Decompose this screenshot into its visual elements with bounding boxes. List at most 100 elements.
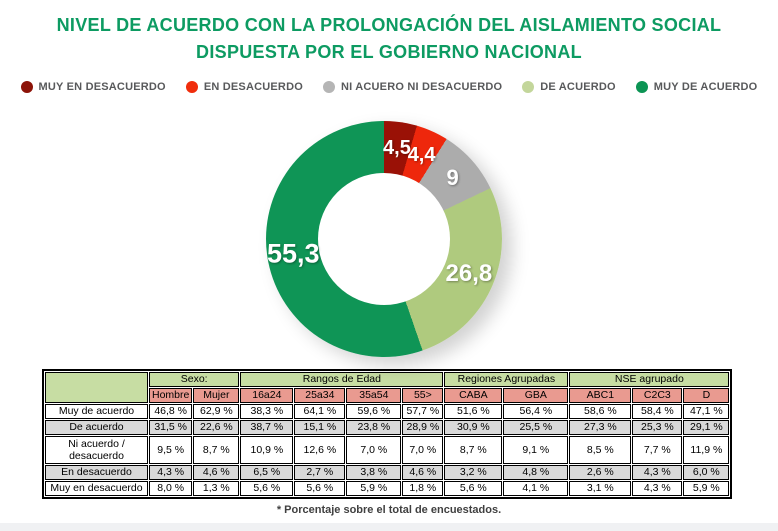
crosstab-wrap: Sexo: Rangos de Edad Regiones Agrupadas NSE…: [42, 369, 778, 499]
table-cell: 28,9 %: [402, 420, 444, 435]
column-header-1: Mujer: [193, 388, 240, 403]
legend-dot-icon: [20, 81, 33, 93]
table-row: Ni acuerdo / desacuerdo 9,5 % 8,7 % 10,9 % 1…: [45, 436, 730, 464]
table-cell: 3,1 %: [569, 481, 632, 496]
table-cell: 4,6 %: [193, 465, 240, 480]
row-label: De acuerdo: [45, 420, 148, 435]
slice-label-1: 4,4: [407, 144, 436, 167]
legend-dot-icon: [635, 81, 648, 93]
table-cell: 23,8 %: [346, 420, 402, 435]
table-cell: 64,1 %: [294, 404, 346, 419]
column-header-10: D: [683, 388, 730, 403]
table-cell: 38,7 %: [240, 420, 294, 435]
table-cell: 12,6 %: [294, 436, 346, 464]
table-cell: 22,6 %: [193, 420, 240, 435]
group-header-2: Regiones Agrupadas: [444, 372, 569, 387]
legend-item-0: MUY EN DESACUERDO: [20, 81, 166, 93]
column-header-2: 16a24: [240, 388, 294, 403]
table-cell: 62,9 %: [193, 404, 240, 419]
column-header-9: C2C3: [632, 388, 683, 403]
table-cell: 2,7 %: [294, 465, 346, 480]
table-row: Muy de acuerdo 46,8 % 62,9 % 38,3 % 64,1 % 59…: [45, 404, 730, 419]
page-title: NIVEL DE ACUERDO CON LA PROLONGACIÓN DEL…: [56, 15, 722, 62]
table-cell: 25,3 %: [632, 420, 683, 435]
donut-hole: [318, 173, 450, 305]
column-header-3: 25a34: [294, 388, 346, 403]
table-cell: 51,6 %: [444, 404, 503, 419]
legend-item-1: EN DESACUERDO: [185, 81, 303, 93]
table-cell: 56,4 %: [503, 404, 569, 419]
table-cell: 5,6 %: [294, 481, 346, 496]
slice-label-3: 26,8: [445, 260, 493, 288]
table-cell: 2,6 %: [569, 465, 632, 480]
table-cell: 25,5 %: [503, 420, 569, 435]
table-cell: 10,9 %: [240, 436, 294, 464]
table-cell: 3,8 %: [346, 465, 402, 480]
table-cell: 4,8 %: [503, 465, 569, 480]
table-cell: 29,1 %: [683, 420, 730, 435]
table-cell: 46,8 %: [149, 404, 193, 419]
table-cell: 8,7 %: [444, 436, 503, 464]
table-cell: 5,6 %: [444, 481, 503, 496]
table-cell: 3,2 %: [444, 465, 503, 480]
table-cell: 5,9 %: [683, 481, 730, 496]
group-header-3: NSE agrupado: [569, 372, 730, 387]
legend-label: MUY EN DESACUERDO: [38, 81, 166, 93]
legend-label: DE ACUERDO: [540, 81, 616, 93]
table-cell: 58,4 %: [632, 404, 683, 419]
column-header-0: Hombre: [149, 388, 193, 403]
donut-chart: [266, 121, 502, 357]
table-row: Muy en desacuerdo 8,0 % 1,3 % 5,6 % 5,6 % 5,9…: [45, 481, 730, 496]
chart-legend: MUY EN DESACUERDO EN DESACUERDO NI ACUERO …: [0, 81, 778, 93]
table-cell: 4,3 %: [632, 465, 683, 480]
table-cell: 1,3 %: [193, 481, 240, 496]
row-label: Muy de acuerdo: [45, 404, 148, 419]
group-header-1: Rangos de Edad: [240, 372, 444, 387]
table-cell: 5,6 %: [240, 481, 294, 496]
table-cell: 7,0 %: [402, 436, 444, 464]
table-cell: 8,7 %: [193, 436, 240, 464]
column-header-6: CABA: [444, 388, 503, 403]
legend-label: EN DESACUERDO: [203, 81, 303, 93]
table-cell: 1,8 %: [402, 481, 444, 496]
table-cell: 30,9 %: [444, 420, 503, 435]
table-cell: 6,5 %: [240, 465, 294, 480]
bottom-edge-strip: [0, 523, 778, 531]
slice-label-2: 9: [446, 164, 459, 190]
chart-area: 4,5 4,4 9 26,8 55,3: [0, 93, 778, 369]
table-cell: 5,9 %: [346, 481, 402, 496]
table-cell: 7,0 %: [346, 436, 402, 464]
legend-dot-icon: [322, 81, 335, 93]
column-header-5: 55>: [402, 388, 444, 403]
table-cell: 27,3 %: [569, 420, 632, 435]
table-cell: 58,6 %: [569, 404, 632, 419]
table-cell: 9,1 %: [503, 436, 569, 464]
table-cell: 38,3 %: [240, 404, 294, 419]
column-header-4: 35a54: [346, 388, 402, 403]
table-cell: 8,5 %: [569, 436, 632, 464]
footnote: * Porcentaje sobre el total de encuestad…: [276, 504, 502, 516]
legend-dot-icon: [185, 81, 198, 93]
column-header-7: GBA: [503, 388, 569, 403]
table-corner-cell: [45, 372, 148, 403]
row-label: Muy en desacuerdo: [45, 481, 148, 496]
table-cell: 6,0 %: [683, 465, 730, 480]
legend-label: NI ACUERO NI DESACUERDO: [340, 81, 503, 93]
report-page: { "title": "NIVEL DE ACUERDO CON LA PROL…: [0, 12, 778, 531]
table-cell: 15,1 %: [294, 420, 346, 435]
legend-label: MUY DE ACUERDO: [653, 81, 758, 93]
table-cell: 59,6 %: [346, 404, 402, 419]
table-row: De acuerdo 31,5 % 22,6 % 38,7 % 15,1 % 23,8 %…: [45, 420, 730, 435]
table-cell: 4,6 %: [402, 465, 444, 480]
table-cell: 4,1 %: [503, 481, 569, 496]
table-cell: 11,9 %: [683, 436, 730, 464]
legend-dot-icon: [522, 81, 535, 93]
table-cell: 8,0 %: [149, 481, 193, 496]
table-cell: 4,3 %: [632, 481, 683, 496]
table-cell: 31,5 %: [149, 420, 193, 435]
table-cell: 4,3 %: [149, 465, 193, 480]
legend-item-3: DE ACUERDO: [522, 81, 616, 93]
table-cell: 7,7 %: [632, 436, 683, 464]
row-label: En desacuerdo: [45, 465, 148, 480]
slice-label-4: 55,3: [266, 238, 320, 269]
